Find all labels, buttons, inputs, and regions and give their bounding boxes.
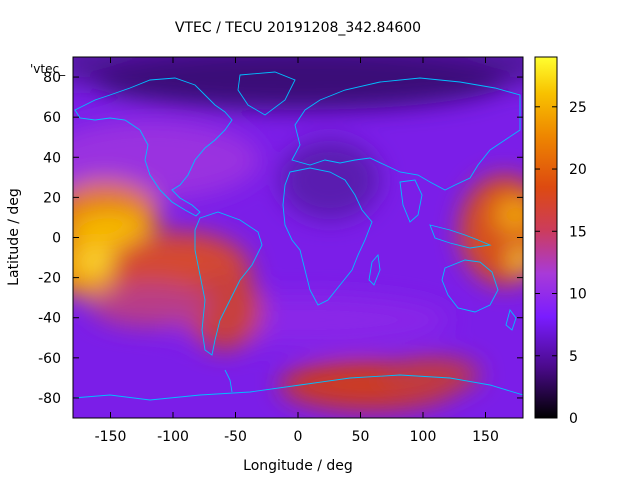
y-tick-label: -40 bbox=[38, 311, 61, 327]
coastline-indonesia bbox=[429, 224, 492, 249]
colorbar bbox=[534, 56, 558, 419]
heatmap-area bbox=[73, 57, 523, 418]
coastline-antarctica bbox=[73, 374, 523, 401]
heatmap-eurasia-dark bbox=[280, 140, 380, 220]
heatmap-west-pacific-core bbox=[495, 197, 523, 233]
x-tick-label: -100 bbox=[157, 429, 189, 445]
x-tick-label: 50 bbox=[352, 429, 370, 445]
legend-label: 'vtec_ bbox=[30, 62, 66, 76]
x-axis-label: Longitude / deg bbox=[243, 458, 353, 474]
coastline-south-america bbox=[194, 211, 263, 356]
heatmap-west-pacific-peak bbox=[510, 250, 523, 270]
heatmap-pacific-peak bbox=[77, 252, 113, 272]
heatmap-south-polar-fringe bbox=[380, 357, 480, 393]
heatmap-east-pacific-warm bbox=[90, 283, 210, 327]
coastline-india bbox=[399, 179, 423, 223]
coastlines bbox=[73, 71, 523, 401]
x-tick-label: -150 bbox=[95, 429, 127, 445]
coastline-new-zealand bbox=[505, 308, 517, 331]
y-tick-label: 40 bbox=[43, 150, 61, 166]
y-axis-label: Latitude / deg bbox=[6, 188, 22, 286]
y-tick-label: 80 bbox=[43, 70, 61, 86]
x-axis-ticks: -150 -100 -50 0 50 100 150 bbox=[95, 57, 499, 445]
coastline-greenland bbox=[237, 71, 296, 116]
colorbar-tick-label: 20 bbox=[569, 162, 587, 178]
y-tick-label: -60 bbox=[38, 351, 61, 367]
colorbar-tick-label: 15 bbox=[569, 224, 587, 240]
heatmap-mid-band bbox=[73, 120, 260, 200]
colorbar-tick-label: 5 bbox=[569, 349, 578, 365]
y-tick-label: -20 bbox=[38, 271, 61, 287]
x-tick-label: 0 bbox=[294, 429, 303, 445]
y-tick-label: 60 bbox=[43, 110, 61, 126]
colorbar-tick-label: 10 bbox=[569, 287, 587, 303]
coastline-north-america bbox=[74, 77, 233, 217]
coastline-africa bbox=[282, 167, 373, 306]
heatmap-north-dark bbox=[90, 57, 510, 110]
colorbar-ticks: 0 5 10 15 20 25 bbox=[535, 100, 587, 427]
y-tick-label: -80 bbox=[38, 391, 61, 407]
x-tick-label: 150 bbox=[472, 429, 499, 445]
coastline-australia bbox=[441, 259, 499, 313]
y-tick-label: 0 bbox=[52, 231, 61, 247]
colorbar-tick-label: 0 bbox=[569, 411, 578, 427]
coastline-antarctic-peninsula bbox=[224, 369, 233, 393]
y-axis-ticks: -80 -60 -40 -20 0 20 40 60 80 bbox=[38, 70, 523, 407]
colorbar-tick-label: 25 bbox=[569, 100, 587, 116]
coastline-eurasia bbox=[291, 77, 521, 191]
chart-title: VTEC / TECU 20191208_342.84600 bbox=[175, 20, 421, 36]
heatmap-pacific-core bbox=[73, 210, 150, 250]
coastline-madagascar bbox=[368, 253, 381, 286]
x-tick-label: 100 bbox=[410, 429, 437, 445]
y-tick-label: 20 bbox=[43, 190, 61, 206]
x-tick-label: -50 bbox=[224, 429, 247, 445]
